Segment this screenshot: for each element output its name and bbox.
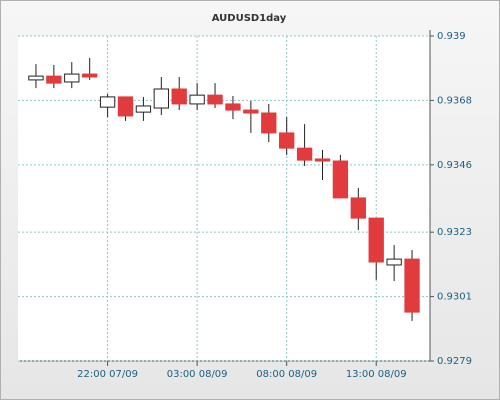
y-tick-label: 0.939 bbox=[437, 31, 466, 42]
candle-body bbox=[243, 109, 259, 114]
x-tick-label: 03:00 08/09 bbox=[167, 369, 228, 380]
candle-body bbox=[153, 88, 169, 109]
y-tick-label: 0.9368 bbox=[437, 95, 472, 106]
candle-body bbox=[171, 88, 187, 105]
candle-body bbox=[135, 105, 152, 113]
y-tick-label: 0.9301 bbox=[437, 292, 472, 303]
candle-body bbox=[28, 75, 44, 81]
candle-body bbox=[386, 258, 402, 266]
candle-body bbox=[99, 96, 116, 108]
candle-body bbox=[189, 94, 205, 105]
candle-body bbox=[225, 103, 241, 111]
y-tick-label: 0.9346 bbox=[437, 160, 472, 171]
y-tick-label: 0.9279 bbox=[437, 356, 472, 367]
candle-body bbox=[279, 132, 295, 149]
x-tick-label: 08:00 08/09 bbox=[256, 369, 317, 380]
candle-body bbox=[261, 112, 277, 134]
candle-body bbox=[82, 73, 98, 78]
candle-body bbox=[296, 147, 313, 161]
candle-body bbox=[207, 94, 223, 105]
chart-title: AUDUSD1day bbox=[212, 13, 287, 24]
candle-body bbox=[46, 75, 62, 84]
x-tick-label: 22:00 07/09 bbox=[77, 369, 138, 380]
candle-body bbox=[64, 73, 80, 83]
candle-body bbox=[332, 160, 349, 199]
candle-body bbox=[117, 96, 134, 117]
candle-body bbox=[404, 258, 420, 313]
candle-body bbox=[314, 158, 331, 162]
candle-body bbox=[368, 217, 384, 263]
candle-body bbox=[350, 197, 366, 219]
plot-area bbox=[18, 36, 430, 361]
y-tick-label: 0.9323 bbox=[437, 227, 472, 238]
x-tick-label: 13:00 08/09 bbox=[346, 369, 407, 380]
